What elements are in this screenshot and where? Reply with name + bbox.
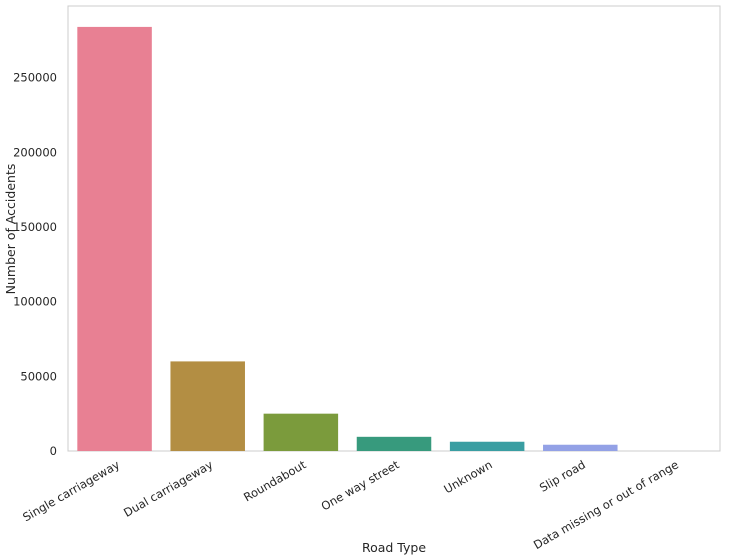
plot-frame (67, 5, 721, 452)
x-tick-labels: Single carriageway Dual carriageway Rounda… (20, 457, 681, 552)
y-tick-label: 200000 (13, 145, 57, 159)
y-tick-label: 0 (50, 444, 57, 458)
bar-roundabout (263, 413, 339, 451)
y-tick-labels: 0 50000 100000 150000 200000 250000 (13, 71, 57, 458)
y-tick-label: 250000 (13, 71, 57, 85)
bars-group (77, 26, 618, 452)
x-axis-label: Road Type (362, 540, 426, 555)
bar-dual-carriageway (170, 361, 245, 451)
x-tick-label: Unknown (441, 457, 494, 496)
bar-unknown (449, 441, 525, 451)
y-axis-label: Number of Accidents (3, 164, 18, 295)
bar-single-carriageway (77, 26, 152, 452)
x-tick-label: One way street (319, 457, 402, 513)
x-tick-label: Slip road (537, 457, 588, 494)
y-tick-label: 100000 (13, 295, 57, 309)
x-tick-label: Single carriageway (20, 457, 122, 524)
bar-slip-road (543, 444, 618, 451)
x-tick-label: Roundabout (241, 457, 309, 504)
bar-one-way-street (356, 436, 432, 451)
y-tick-label: 150000 (13, 220, 57, 234)
y-tick-label: 50000 (20, 369, 57, 383)
x-tick-label: Dual carriageway (121, 457, 215, 519)
x-tick-label: Data missing or out of range (531, 457, 681, 552)
